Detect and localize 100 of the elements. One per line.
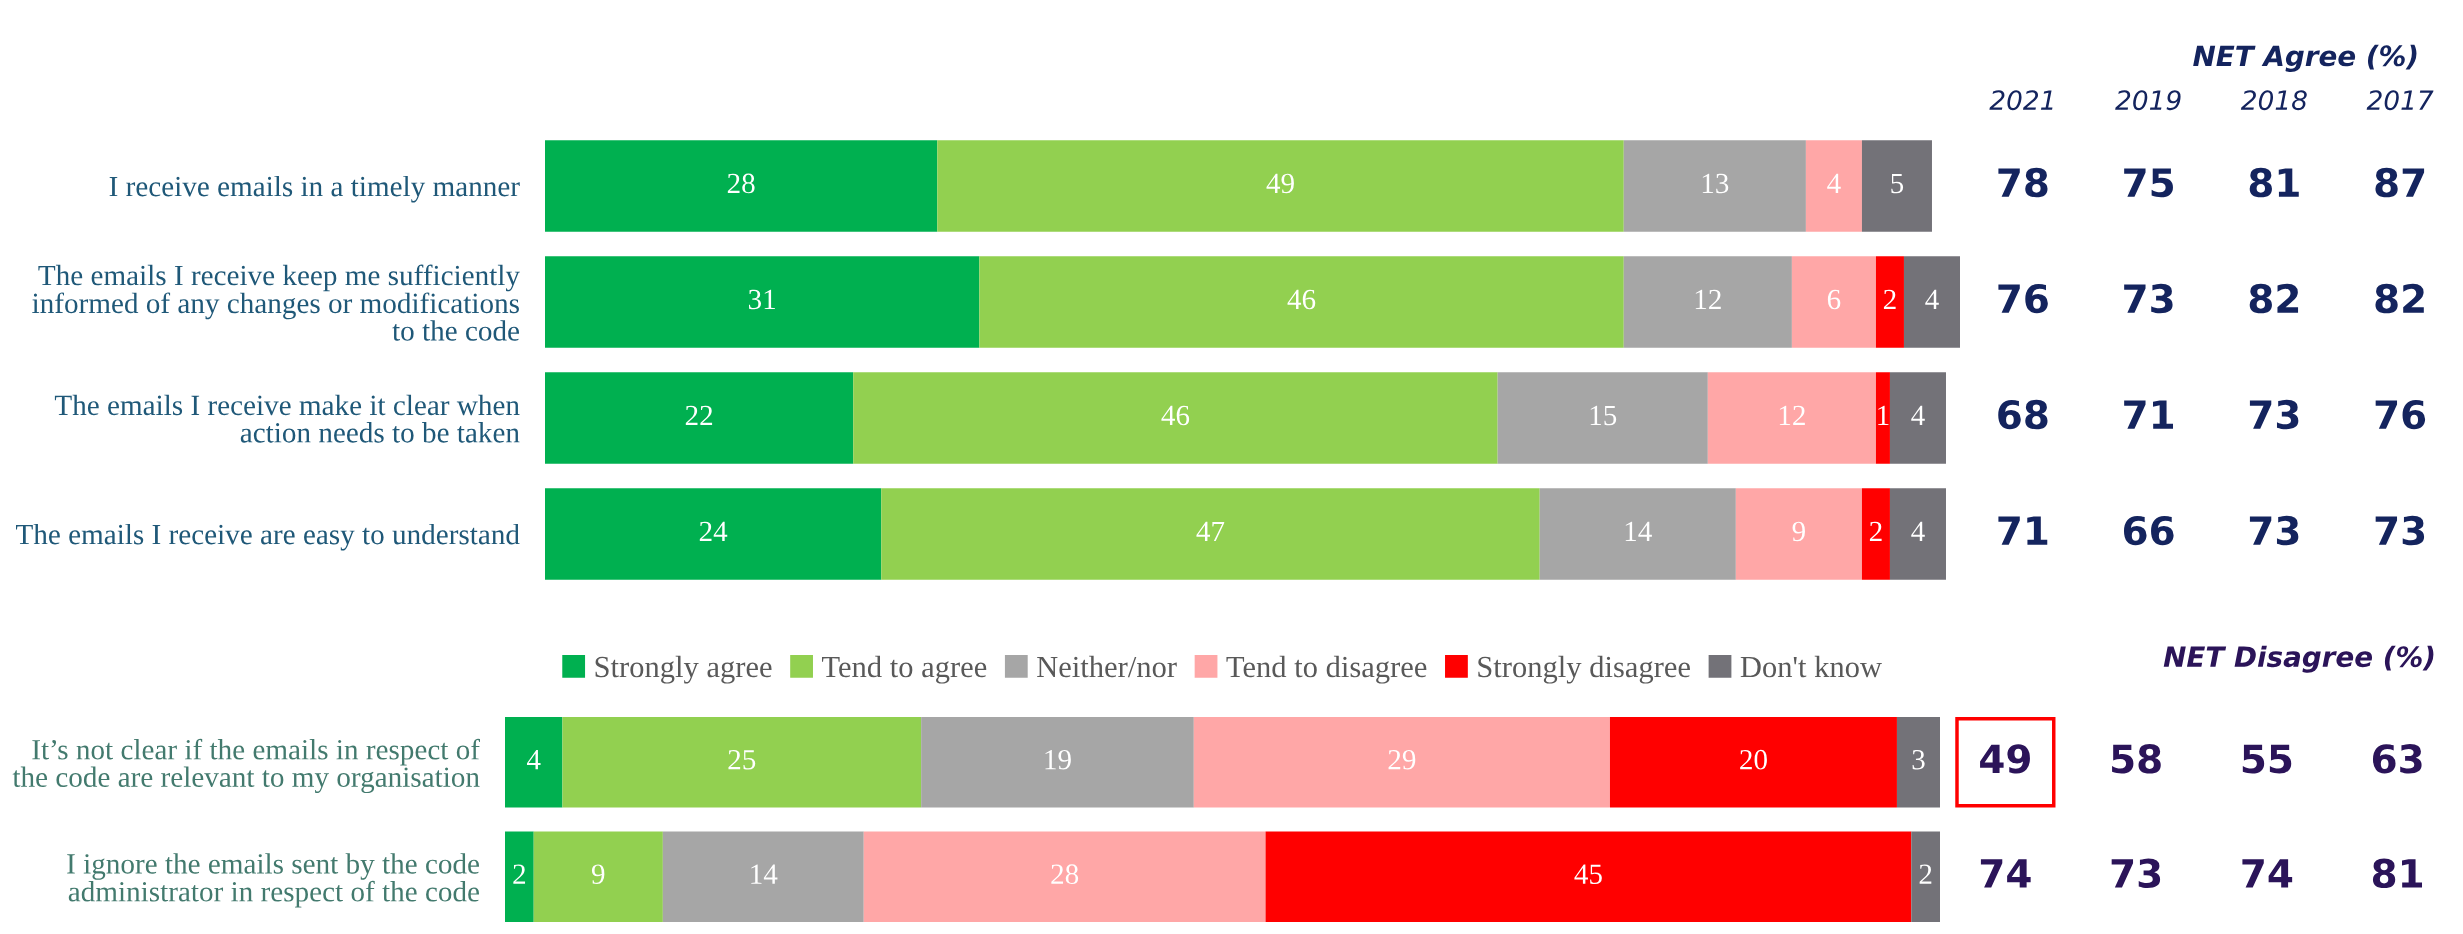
- data-label: 46: [1287, 289, 1316, 310]
- data-label: 71: [1998, 516, 2048, 545]
- data-label: 4: [1827, 173, 1841, 194]
- data-label: 2: [1869, 521, 1882, 542]
- data-label: 74: [1980, 859, 2031, 888]
- data-label: 6: [1827, 289, 1841, 310]
- data-label: 28: [727, 173, 755, 194]
- bar: [1735, 488, 1862, 580]
- x-tick-label: 2017: [2366, 90, 2434, 111]
- y-tick-label: I ignore the emails sent by the code administrator in respect of the code: [67, 853, 479, 908]
- data-label: 63: [2372, 744, 2422, 774]
- data-label: 58: [2112, 744, 2161, 774]
- data-label: 14: [751, 864, 778, 884]
- y-tick-label: It’s not clear if the emails in respect of the code are relevant to my organisation: [12, 738, 480, 794]
- data-label: 9: [1792, 521, 1805, 542]
- bar: [1497, 372, 1708, 464]
- y-tick-label: The emails I receive are easy to understand: [16, 523, 520, 551]
- bar: [1623, 256, 1792, 348]
- bar: [505, 831, 534, 922]
- data-label: 81: [2249, 167, 2299, 198]
- data-label: 2: [513, 864, 526, 884]
- data-label: 28: [1051, 864, 1079, 885]
- data-label: 19: [1045, 749, 1071, 770]
- data-label: 24: [699, 521, 728, 542]
- bar: [662, 831, 864, 922]
- bar: [545, 256, 980, 348]
- data-label: 45: [1574, 864, 1602, 885]
- bar: [979, 256, 1624, 348]
- data-label: 14: [1625, 521, 1652, 542]
- data-label: 75: [2124, 168, 2173, 198]
- bar: [562, 717, 922, 808]
- bar: [1707, 372, 1876, 464]
- bar: [1623, 140, 1806, 232]
- legend-label: Tend to agree: [822, 655, 987, 684]
- legend-label: Strongly agree: [595, 655, 772, 684]
- bar: [1805, 140, 1862, 232]
- data-label: 81: [2372, 858, 2423, 889]
- data-label: 73: [2249, 399, 2299, 430]
- y-tick-label: I receive emails in a timely manner: [109, 175, 520, 203]
- chart-title: NET Agree (%): [2193, 44, 2417, 72]
- bar: [1265, 831, 1912, 922]
- data-label: 73: [2249, 515, 2299, 546]
- legend-label: Neither/nor: [1037, 655, 1177, 678]
- bar: [1539, 488, 1736, 580]
- data-label: 66: [2123, 515, 2174, 546]
- legend-label: Don't know: [1740, 655, 1882, 678]
- data-label: 2: [1919, 864, 1932, 884]
- data-label: 47: [1196, 521, 1225, 542]
- bar: [863, 831, 1266, 922]
- x-tick-label: 2018: [2240, 90, 2307, 111]
- data-label: 49: [1980, 744, 2030, 774]
- data-label: 82: [2375, 283, 2424, 314]
- data-label: 29: [1388, 749, 1416, 770]
- data-label: 76: [1998, 283, 2048, 314]
- data-label: 74: [2242, 859, 2293, 888]
- data-label: 12: [1779, 405, 1805, 426]
- bar: [1889, 372, 1946, 464]
- bar: [921, 717, 1194, 808]
- data-label: 4: [526, 750, 541, 770]
- data-label: 4: [1911, 405, 1925, 426]
- bar: [1875, 256, 1904, 348]
- data-label: 4: [1925, 289, 1939, 310]
- data-label: 2: [1883, 289, 1896, 310]
- bar: [1791, 256, 1876, 348]
- chart-title: NET Disagree (%): [2163, 645, 2434, 673]
- x-tick-label: 2019: [2115, 90, 2181, 111]
- data-label: 13: [1702, 173, 1729, 194]
- data-label: 15: [1590, 405, 1617, 426]
- data-label: 87: [2375, 167, 2425, 198]
- data-label: 68: [1998, 399, 2048, 430]
- bar: [1911, 831, 1940, 922]
- data-label: 73: [2375, 515, 2425, 546]
- data-label: 12: [1695, 289, 1721, 310]
- data-label: 25: [728, 749, 756, 770]
- data-label: 3: [1912, 749, 1925, 770]
- data-label: 49: [1266, 173, 1294, 194]
- data-label: 78: [1998, 167, 2048, 198]
- bar: [1889, 488, 1946, 580]
- bar: [937, 140, 1624, 232]
- data-label: 82: [2249, 283, 2299, 314]
- data-label: 1: [1878, 405, 1889, 426]
- bar: [533, 831, 663, 922]
- bar: [545, 488, 882, 580]
- data-label: 73: [2124, 283, 2173, 314]
- data-label: 22: [685, 405, 713, 426]
- bar: [853, 372, 1498, 464]
- data-label: 73: [2111, 858, 2161, 889]
- y-tick-label: The emails I receive make it clear when action needs to be taken: [54, 394, 520, 443]
- bar: [1193, 717, 1610, 808]
- bar: [881, 488, 1540, 580]
- bar: [1875, 372, 1890, 464]
- data-label: 55: [2242, 744, 2292, 774]
- data-label: 31: [748, 289, 775, 310]
- data-label: 71: [2124, 400, 2174, 429]
- x-tick-label: 2021: [1989, 90, 2053, 111]
- legend-label: Strongly disagree: [1478, 655, 1690, 684]
- data-label: 20: [1740, 749, 1767, 770]
- data-label: 46: [1161, 405, 1190, 426]
- bar: [1861, 140, 1932, 232]
- bar: [545, 372, 854, 464]
